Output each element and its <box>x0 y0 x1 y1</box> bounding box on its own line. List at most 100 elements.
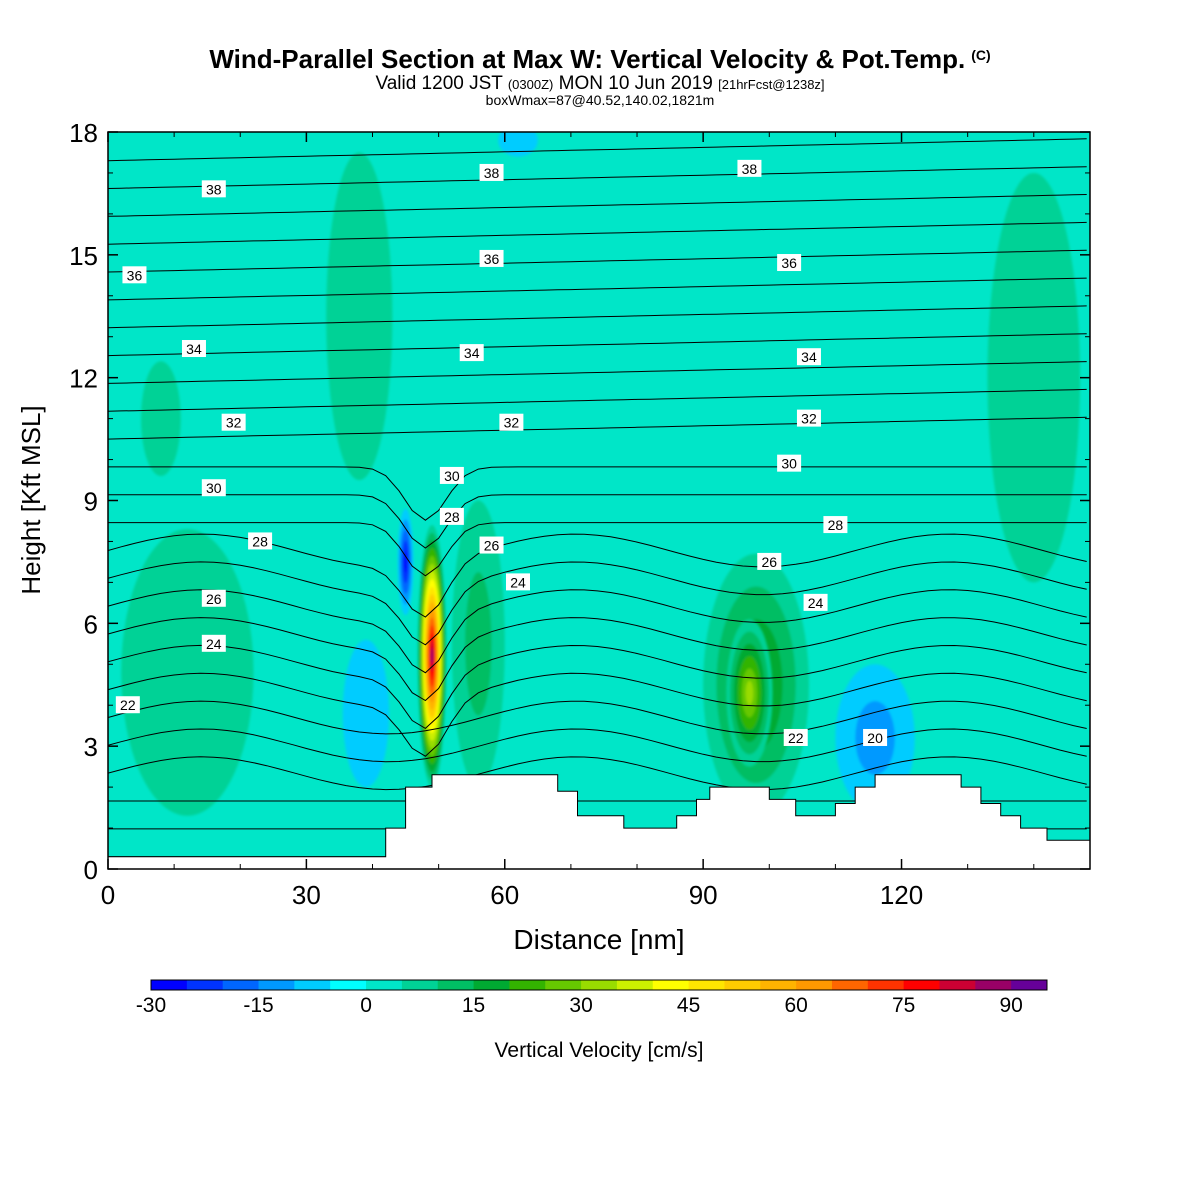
velocity-shade <box>430 648 434 664</box>
velocity-shade <box>465 572 492 716</box>
chart-subtitle: Valid 1200 JST (0300Z) MON 10 Jun 2019 [… <box>0 73 1200 95</box>
theta-label-text: 24 <box>808 595 824 611</box>
colorbar-tick-label: 0 <box>360 994 372 1017</box>
theta-label: 20 <box>863 728 888 746</box>
theta-contour <box>108 194 1087 217</box>
theta-label: 26 <box>479 536 504 554</box>
theta-label: 28 <box>823 516 848 534</box>
theta-label-text: 34 <box>464 345 480 361</box>
theta-contour <box>108 166 1087 189</box>
velocity-shade <box>987 172 1081 583</box>
y-tick-label: 6 <box>84 609 98 639</box>
theta-contour <box>108 416 1087 440</box>
velocity-shade <box>342 639 390 788</box>
valid-time: Valid 1200 JST <box>375 73 503 94</box>
theta-label-text: 26 <box>761 554 777 570</box>
y-tick-label: 3 <box>84 732 98 762</box>
x-tick-label: 30 <box>292 880 321 910</box>
colorbar-swatch <box>186 980 224 990</box>
theta-label-text: 32 <box>801 411 817 427</box>
chart-title-text: Wind-Parallel Section at Max W: Vertical… <box>209 44 966 74</box>
colorbar-swatch <box>330 980 367 990</box>
velocity-cell <box>417 525 447 788</box>
theta-contour <box>108 756 1087 791</box>
forecast-info: [21hrFcst@1238z] <box>718 77 825 92</box>
colorbar-swatch <box>688 980 725 990</box>
velocity-shade <box>141 361 181 476</box>
theta-contour <box>108 249 1087 273</box>
colorbar-tick-label: 60 <box>784 994 807 1017</box>
colorbar-swatch <box>222 980 260 990</box>
velocity-cell <box>726 619 773 767</box>
velocity-cell <box>342 639 390 788</box>
colorbar-swatch <box>831 980 869 990</box>
colorbar-swatch <box>975 980 1012 990</box>
theta-contour <box>108 494 1087 549</box>
theta-label-text: 26 <box>484 538 500 554</box>
colorbar-swatch <box>581 980 618 990</box>
colorbar-label: Vertical Velocity [cm/s] <box>495 1039 704 1062</box>
terrain-mask <box>108 774 1090 869</box>
theta-label-text: 38 <box>484 165 500 181</box>
theta-label: 30 <box>201 479 226 497</box>
theta-label: 38 <box>201 180 226 198</box>
velocity-shade <box>403 551 408 573</box>
theta-label: 22 <box>115 696 140 714</box>
theta-label: 38 <box>479 163 504 181</box>
theta-label-text: 28 <box>252 533 268 549</box>
colorbar-tick-label: 15 <box>462 994 485 1017</box>
colorbar-swatch <box>545 980 582 990</box>
valid-date: MON 10 Jun 2019 <box>558 73 713 94</box>
theta-label-text: 36 <box>127 267 143 283</box>
y-tick-label: 0 <box>84 855 98 885</box>
theta-label-text: 36 <box>781 255 797 271</box>
theta-label: 36 <box>479 249 504 267</box>
theta-label-text: 26 <box>206 591 222 607</box>
copyright-mark: (C) <box>971 47 991 63</box>
colorbar-tick-label: 45 <box>677 994 700 1017</box>
theta-label: 38 <box>737 159 762 177</box>
colorbar-swatch <box>939 980 976 990</box>
colorbar-swatch <box>652 980 690 990</box>
theta-contour <box>108 728 1087 763</box>
theta-label: 28 <box>248 532 273 550</box>
velocity-cell <box>397 508 414 616</box>
theta-label: 36 <box>122 266 147 284</box>
colorbar: -30 -15 0 15 30 45 60 75 90 <box>136 979 1048 1017</box>
x-tick-label: 60 <box>490 880 519 910</box>
y-tick-label: 9 <box>84 487 98 517</box>
theta-label-text: 34 <box>801 349 817 365</box>
theta-contour-labels: 38 38 38 36 36 36 34 34 34 32 32 32 30 30 30 28 28 28 26 26… <box>115 159 888 746</box>
colorbar-swatch <box>258 980 295 990</box>
valid-utc: (0300Z) <box>507 77 554 92</box>
colorbar-swatch <box>903 980 940 990</box>
colorbar-swatch <box>294 980 331 990</box>
theta-label-text: 22 <box>120 697 136 713</box>
theta-label-text: 30 <box>781 456 797 472</box>
colorbar-swatch <box>151 980 188 990</box>
theta-label-text: 30 <box>206 480 222 496</box>
colorbar-swatch <box>401 980 439 990</box>
theta-label-text: 24 <box>510 574 526 590</box>
theta-contour <box>108 138 1087 162</box>
colorbar-swatch <box>1011 980 1048 990</box>
theta-contour <box>108 700 1087 735</box>
theta-contour <box>108 361 1087 384</box>
theta-label-text: 20 <box>867 730 883 746</box>
theta-label: 30 <box>777 454 802 472</box>
theta-label-text: 38 <box>742 161 758 177</box>
colorbar-tick-label: 75 <box>892 994 915 1017</box>
colorbar-swatch <box>867 980 905 990</box>
theta-contour <box>108 466 1087 521</box>
x-tick-label: 90 <box>689 880 718 910</box>
colorbar-swatch <box>724 980 761 990</box>
theta-contour <box>108 672 1087 757</box>
velocity-cell <box>141 361 181 476</box>
y-tick-label: 18 <box>69 118 98 148</box>
colorbar-tick-label: -15 <box>243 994 273 1017</box>
theta-label: 24 <box>803 593 828 611</box>
velocity-shade <box>498 132 538 157</box>
theta-contour <box>108 277 1087 301</box>
